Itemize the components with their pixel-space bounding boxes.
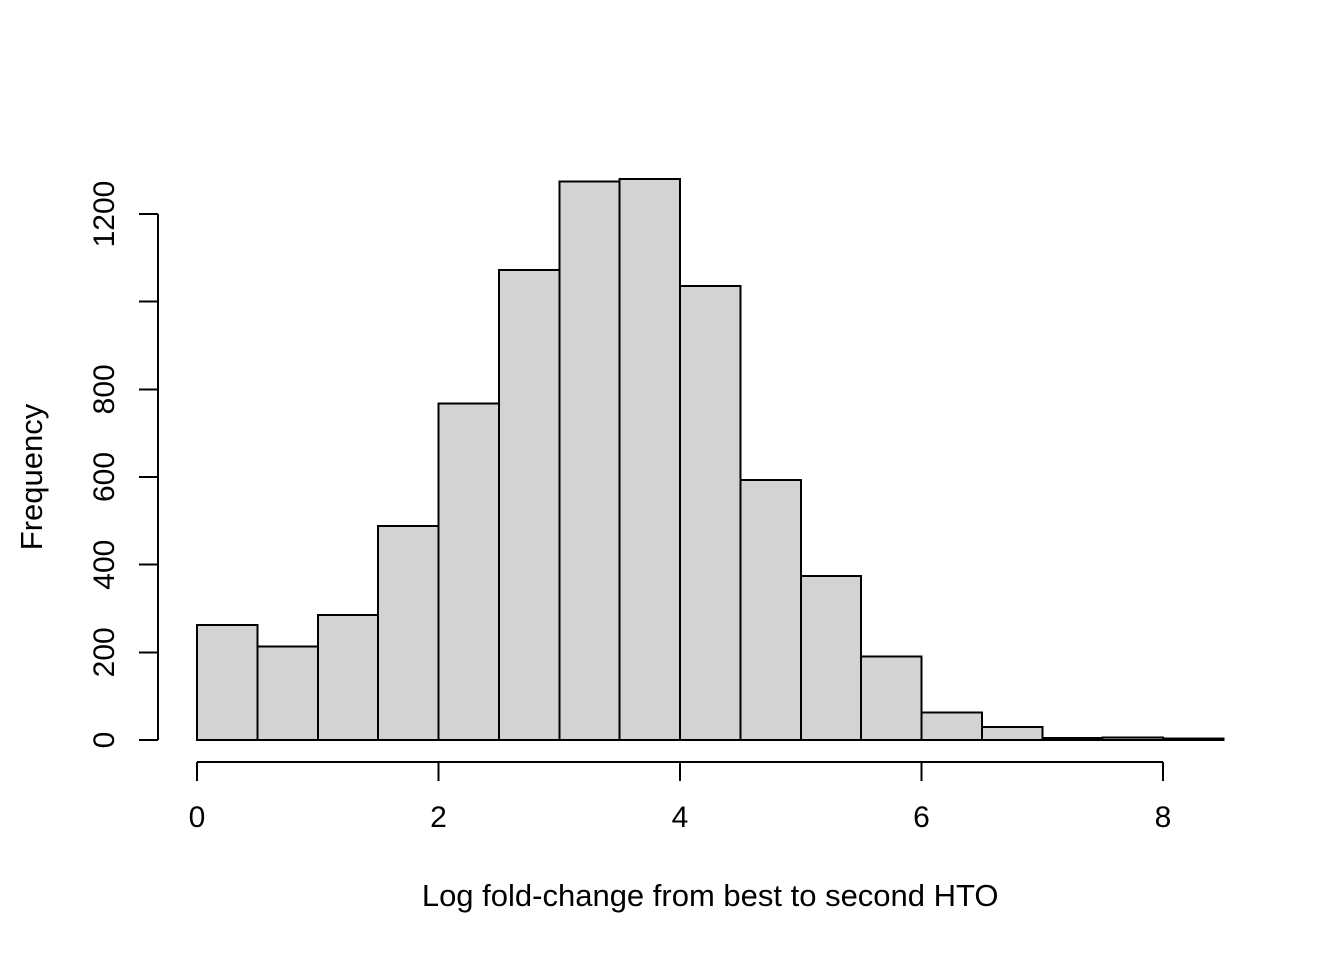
x-axis-tick-label: 4 [672, 801, 689, 834]
histogram-bar [1041, 737, 1104, 742]
y-axis-tick-label: 400 [88, 540, 121, 590]
x-axis-tick-label: 8 [1155, 801, 1172, 834]
histogram-bar [256, 645, 319, 741]
histogram-bar [799, 575, 863, 741]
histogram-bar [920, 711, 983, 742]
x-axis-tick-label: 6 [913, 801, 930, 834]
y-axis-tick-label: 0 [88, 732, 121, 749]
y-axis-tick-label: 200 [88, 627, 121, 677]
histogram-bar [860, 655, 923, 742]
histogram-bar [1101, 736, 1164, 742]
histogram-bar [316, 614, 380, 741]
histogram-bar [618, 177, 681, 741]
y-axis-tick-label: 600 [88, 452, 121, 502]
histogram-bar [679, 284, 742, 741]
y-axis-tick-label: 800 [88, 364, 121, 414]
histogram-bar [980, 725, 1044, 742]
histogram-bar [437, 402, 500, 741]
histogram-bar [196, 624, 259, 742]
histogram-bar [558, 180, 621, 742]
histogram-bar [1162, 737, 1225, 742]
histogram-bar [377, 525, 440, 741]
histogram-bar [739, 479, 802, 741]
x-axis-title: Log fold-change from best to second HTO [422, 878, 999, 913]
y-axis-tick-label: 1200 [88, 181, 121, 248]
histogram-bar [497, 269, 561, 741]
y-axis-title: Frequency [14, 403, 49, 550]
x-axis-tick-label: 0 [189, 801, 206, 834]
x-axis-tick-label: 2 [430, 801, 447, 834]
